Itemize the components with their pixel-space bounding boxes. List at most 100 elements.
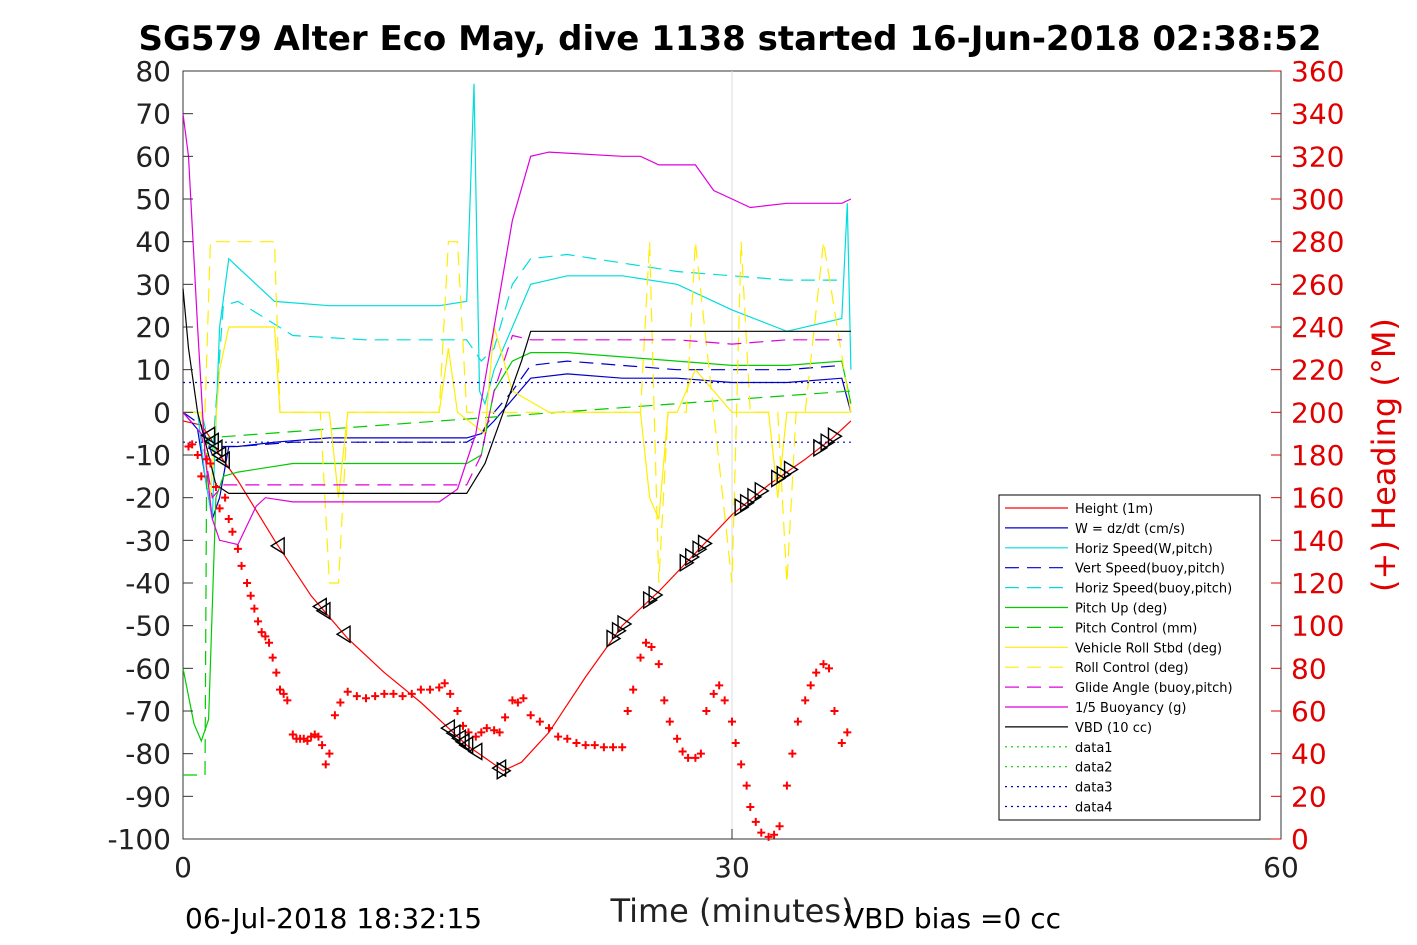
heading-point (775, 822, 784, 831)
heading-point (221, 493, 230, 502)
y-tick-label-right: 40 (1291, 738, 1327, 771)
triangle-marker (813, 438, 829, 458)
legend-label: Vert Speed(buoy,pitch) (1075, 562, 1225, 577)
heading-point (314, 732, 323, 741)
x-tick-label: 30 (714, 851, 750, 884)
triangle-marker (747, 487, 763, 507)
y-tick-label-left: -80 (125, 738, 171, 771)
triangle-marker (820, 432, 836, 452)
heading-point (793, 717, 802, 726)
heading-point (380, 689, 389, 698)
heading-point (246, 591, 255, 600)
y-tick-label-left: -10 (125, 439, 171, 472)
x-axis-label: Time (minutes) (610, 892, 854, 930)
heading-point (257, 628, 266, 637)
footer-timestamp: 06-Jul-2018 18:32:15 (185, 902, 482, 935)
triangle-marker (214, 450, 230, 470)
heading-point (261, 632, 270, 641)
legend-label: Glide Angle (buoy,pitch) (1075, 681, 1233, 696)
triangle-marker (203, 432, 219, 451)
heading-point (629, 685, 638, 694)
triangle-marker (458, 735, 474, 755)
heading-point (426, 685, 435, 694)
y-tick-label-right: 160 (1291, 482, 1344, 515)
triangle-marker (311, 597, 327, 616)
x-tick-label: 60 (1263, 851, 1299, 884)
heading-point (709, 689, 718, 698)
heading-point (519, 694, 528, 703)
y-tick-label-right: 340 (1291, 98, 1344, 131)
heading-point (228, 527, 237, 536)
y-tick-label-left: 60 (135, 140, 171, 173)
legend-label: Vehicle Roll Stbd (deg) (1075, 641, 1222, 656)
heading-point (636, 653, 645, 662)
heading-point (352, 692, 361, 701)
triangle-marker (685, 547, 701, 567)
heading-point (691, 753, 700, 762)
heading-point (581, 741, 590, 750)
heading-point (751, 817, 760, 826)
heading-point (647, 643, 656, 651)
heading-point (243, 579, 252, 587)
y-tick-label-left: 70 (135, 98, 171, 131)
y-tick-label-left: -30 (125, 524, 171, 557)
legend-label: data3 (1075, 781, 1113, 796)
heading-point (318, 741, 327, 750)
series-line-1 (182, 373, 852, 520)
series-line-3 (182, 360, 842, 456)
y-tick-label-left: 0 (153, 396, 171, 429)
heading-point (254, 617, 263, 626)
heading-point (453, 707, 462, 715)
triangle-marker (315, 601, 331, 620)
heading-point (563, 734, 572, 743)
heading-point (757, 828, 766, 837)
heading-point (696, 749, 705, 758)
heading-point (343, 687, 352, 696)
heading-point (206, 459, 215, 468)
legend-label: data2 (1075, 761, 1113, 776)
y-tick-label-left: 10 (135, 354, 171, 387)
y-tick-label-left: -50 (125, 610, 171, 643)
heading-point (720, 696, 729, 705)
series-line-10 (182, 113, 852, 546)
heading-point (545, 724, 553, 733)
heading-point (812, 668, 821, 677)
heading-point (654, 660, 663, 669)
triangle-marker (734, 498, 750, 517)
y-tick-label-left: 80 (135, 55, 171, 88)
heading-point (371, 692, 380, 701)
triangle-marker (776, 465, 792, 484)
triangle-marker (496, 761, 512, 780)
heading-point (742, 781, 751, 790)
triangle-marker (642, 590, 658, 610)
heading-point (819, 660, 828, 669)
heading-point (398, 692, 407, 701)
y-tick-label-left: 40 (135, 226, 171, 259)
triangle-marker (335, 624, 351, 644)
heading-point (250, 604, 259, 613)
y-tick-label-right: 120 (1291, 567, 1344, 600)
legend-label: data1 (1075, 741, 1113, 756)
triangle-markers (200, 426, 843, 780)
series-line-2 (183, 83, 852, 520)
legend-label: Roll Control (deg) (1075, 661, 1189, 676)
heading-point (325, 749, 334, 758)
heading-point (824, 664, 833, 673)
triangle-marker (467, 742, 483, 761)
legend: Height (1m) W = dz/dt (cm/s) Horiz Speed(W… (998, 494, 1261, 821)
y-tick-label-right: 80 (1291, 652, 1327, 685)
heading-point (202, 455, 211, 464)
heading-point (590, 741, 599, 750)
heading-point (513, 698, 522, 707)
triangle-marker (617, 614, 633, 634)
y-tick-label-right: 300 (1291, 183, 1344, 216)
legend-label: VBD (10 cc) (1075, 721, 1152, 736)
y-tick-label-right: 180 (1291, 439, 1344, 472)
triangle-marker (697, 534, 713, 553)
heading-point (435, 683, 444, 692)
heading-point (843, 728, 852, 737)
heading-point (336, 698, 345, 707)
y-tick-label-right: 320 (1291, 140, 1344, 173)
legend-label: Pitch Up (deg) (1075, 602, 1167, 617)
y-tick-label-left: 30 (135, 268, 171, 301)
